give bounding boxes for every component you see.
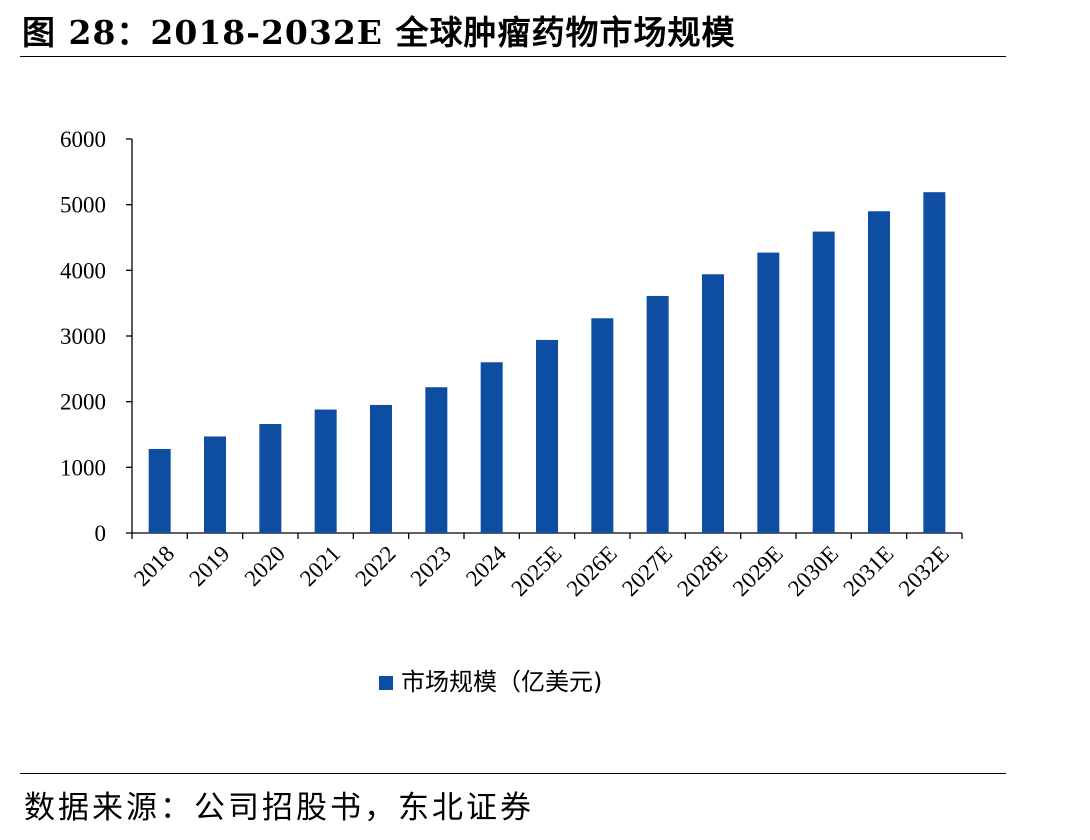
x-tick-label: 2022: [350, 541, 400, 591]
x-tick-label: 2024: [461, 541, 512, 592]
title-rule: [20, 56, 1006, 57]
bar-2024: [480, 362, 503, 533]
y-tick-label: 0: [95, 521, 107, 546]
y-tick-label: 4000: [60, 258, 106, 283]
x-tick-label: 2023: [406, 541, 456, 591]
bar-2026E: [591, 318, 614, 533]
bar-2018: [148, 448, 171, 533]
x-tick-label: 2018: [129, 541, 179, 591]
legend-label: 市场规模（亿美元): [401, 668, 602, 696]
bar-2020: [259, 423, 282, 533]
source-rule: [20, 773, 1006, 774]
y-tick-label: 6000: [60, 127, 106, 152]
x-tick-label: 2019: [184, 541, 234, 591]
x-tick-label: 2021: [295, 541, 345, 591]
legend-swatch: [379, 676, 393, 690]
bar-2019: [204, 436, 226, 533]
bar-2028E: [702, 274, 724, 533]
bar-2030E: [812, 231, 835, 533]
source-note: 数据来源：公司招股书，东北证券: [24, 790, 534, 826]
x-tick-label: 2026E: [562, 541, 622, 601]
bar-2025E: [536, 339, 558, 533]
x-tick-label: 2020: [240, 541, 290, 591]
x-tick-label: 2032E: [894, 541, 954, 601]
bar-2029E: [757, 252, 780, 533]
figure-title: 图 28：2018-2032E 全球肿瘤药物市场规模: [22, 13, 736, 52]
x-tick-label: 2030E: [783, 541, 843, 601]
x-tick-label: 2028E: [672, 541, 732, 601]
x-tick-label: 2025E: [506, 541, 566, 601]
y-tick-label: 2000: [60, 390, 106, 415]
y-tick-label: 3000: [60, 324, 106, 349]
bar-2021: [314, 409, 337, 533]
bar-2022: [370, 404, 392, 533]
bar-2031E: [868, 211, 890, 533]
x-tick-label: 2027E: [617, 541, 677, 601]
x-tick-label: 2031E: [838, 541, 898, 601]
bar-2027E: [646, 295, 669, 533]
y-tick-label: 1000: [60, 455, 106, 480]
x-tick-label: 2029E: [728, 541, 788, 601]
y-tick-label: 5000: [60, 193, 106, 218]
bar-2032E: [923, 192, 946, 533]
bar-2023: [425, 387, 448, 533]
